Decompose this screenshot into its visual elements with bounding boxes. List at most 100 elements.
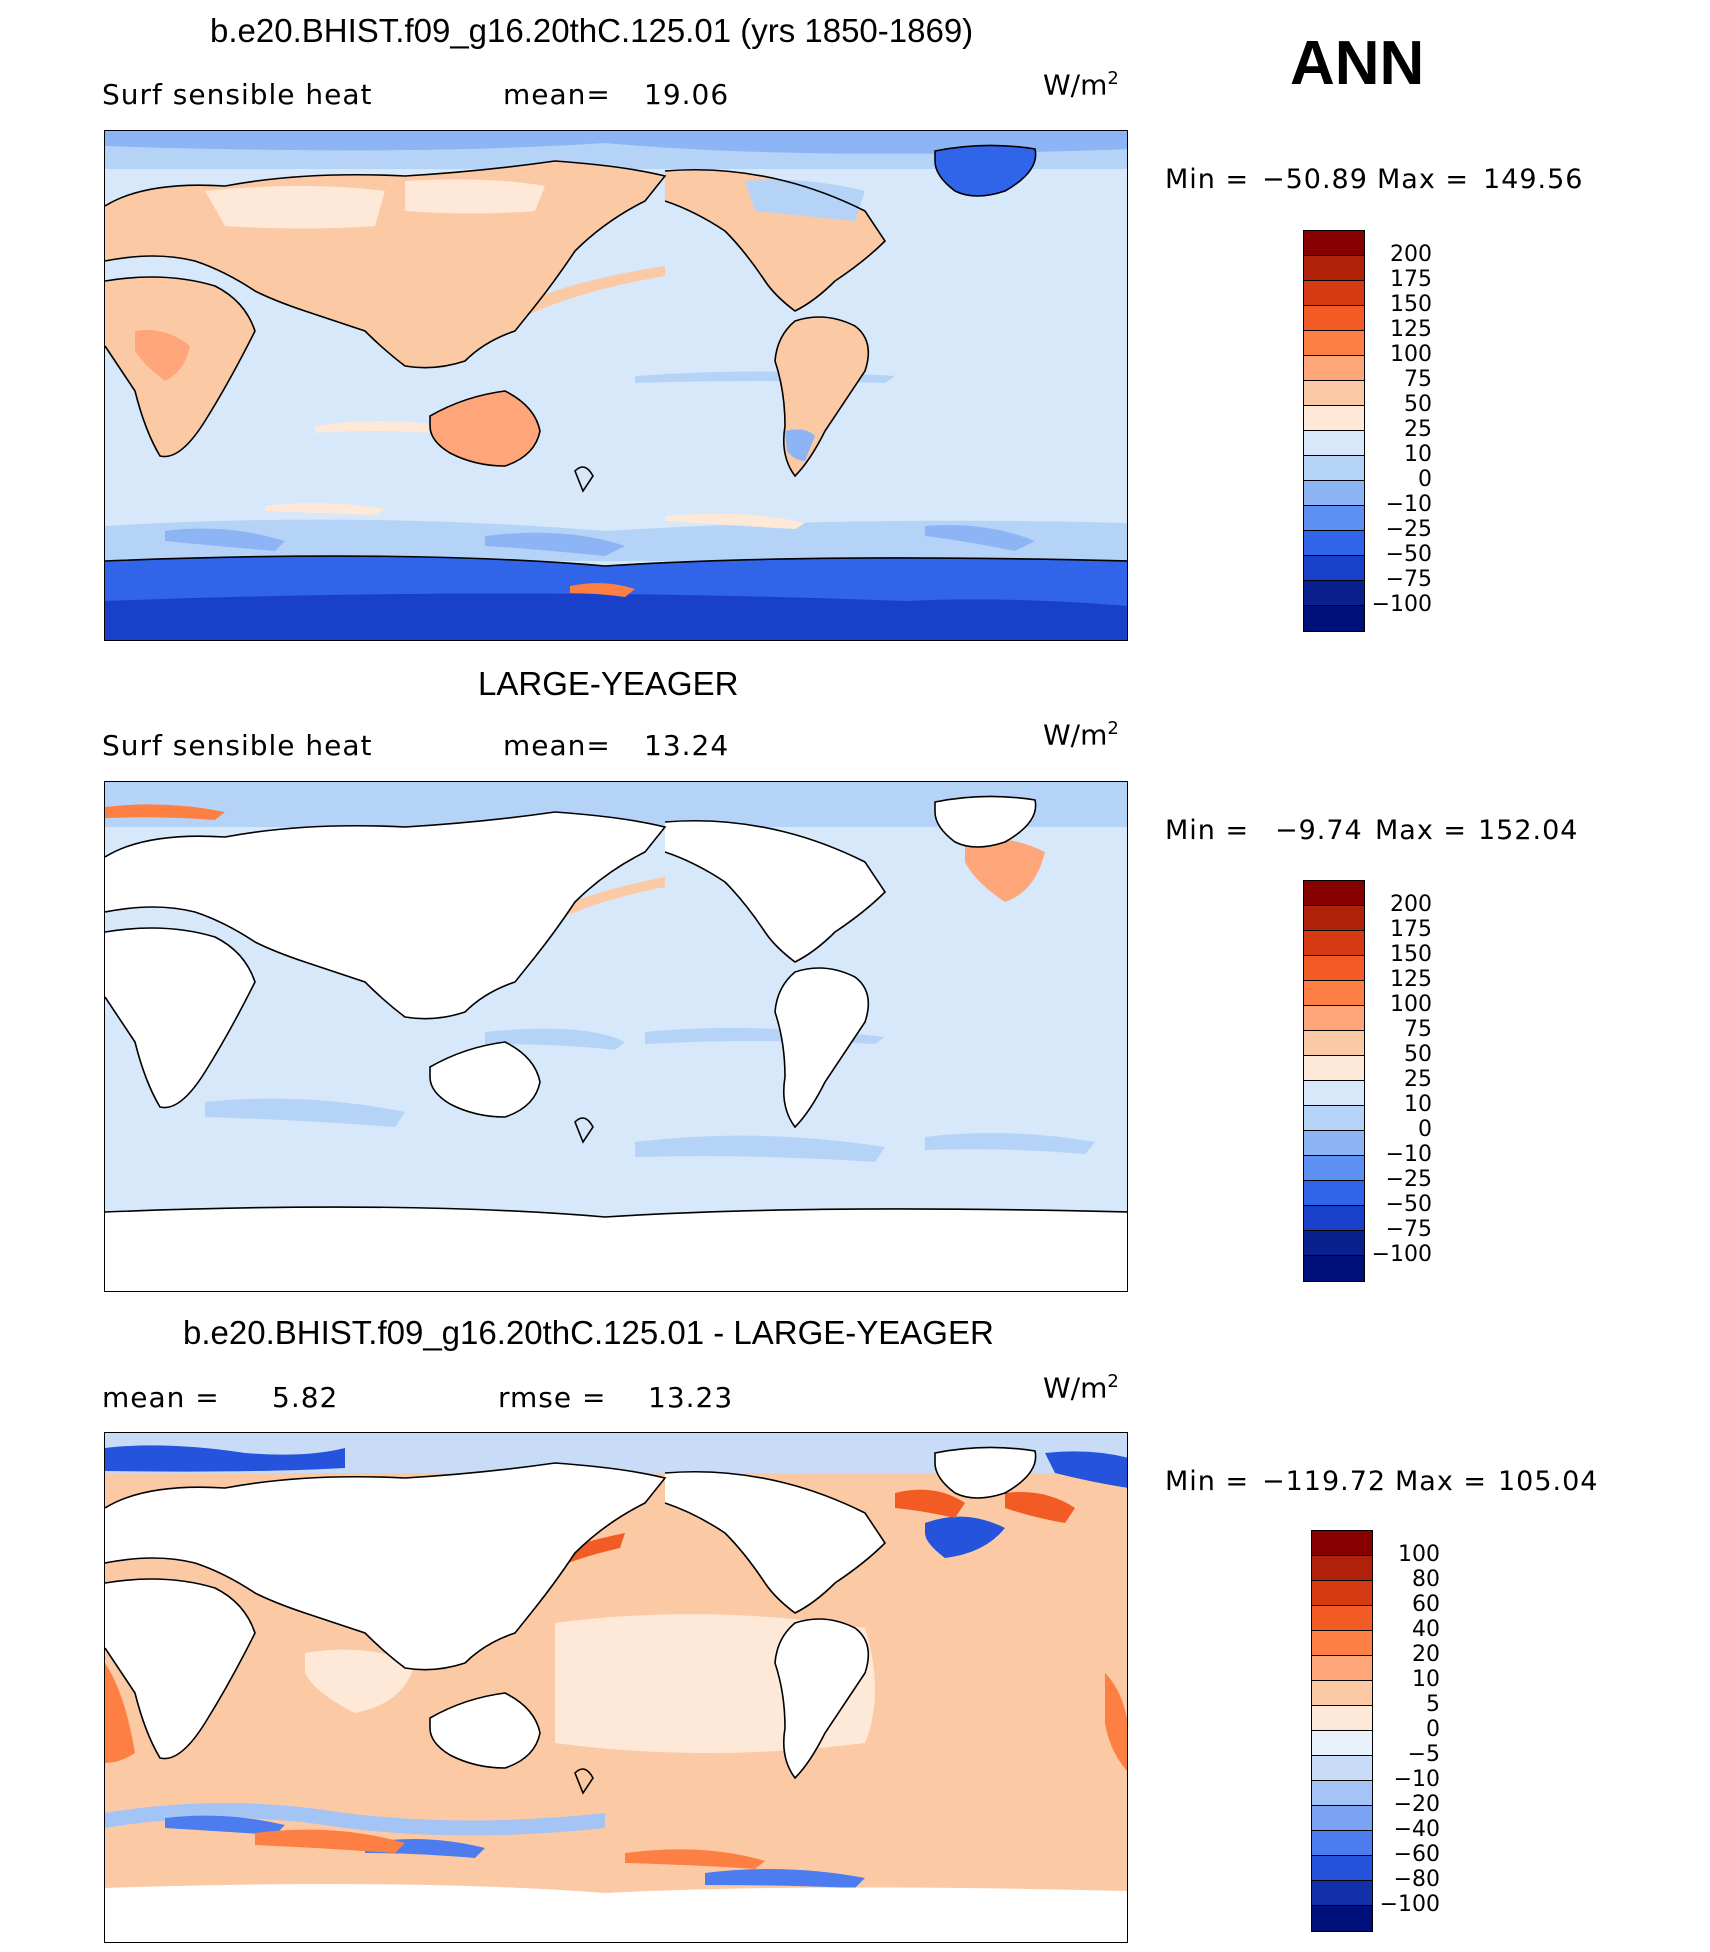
colorbar-tick-label: 150 <box>1390 292 1432 317</box>
panel1-title: b.e20.BHIST.f09_g16.20thC.125.01 (yrs 18… <box>210 12 974 49</box>
colorbar-swatch <box>1312 1731 1372 1756</box>
colorbar-tick-label: −25 <box>1385 517 1432 542</box>
colorbar-tick-label: 25 <box>1404 417 1432 442</box>
colorbar-tick-label: 75 <box>1404 367 1432 392</box>
southern-cool-bands <box>205 1098 1095 1162</box>
colorbar-tick-label: 80 <box>1412 1567 1440 1592</box>
colorbar-swatch <box>1312 1681 1372 1706</box>
colorbar-swatch <box>1304 281 1364 306</box>
indian-ocean-streak <box>315 421 445 433</box>
colorbar-tick-label: 100 <box>1398 1542 1440 1567</box>
panel1-units: W/m2 <box>1043 68 1119 101</box>
colorbar-tick-label: 200 <box>1390 892 1432 917</box>
panel1-max-label: Max = <box>1377 164 1470 195</box>
panel1-min-label: Min = <box>1165 164 1250 195</box>
panel3-units-base: W/m <box>1043 1371 1108 1405</box>
colorbar-swatch <box>1304 256 1364 281</box>
colorbar-tick-label: 20 <box>1412 1642 1440 1667</box>
colorbar-tick-label: 0 <box>1426 1717 1440 1742</box>
colorbar-tick-label: 25 <box>1404 1067 1432 1092</box>
panel1-mean-value: 19.06 <box>644 78 730 111</box>
southern-cool-band <box>105 1803 605 1836</box>
colorbar-tick-label: −50 <box>1385 1192 1432 1217</box>
labrador-cold <box>925 1516 1005 1558</box>
patagonia-cool <box>785 429 815 461</box>
colorbar-tick-label: −10 <box>1393 1767 1440 1792</box>
colorbar-swatch <box>1312 1556 1372 1581</box>
colorbar-swatch <box>1312 1631 1372 1656</box>
colorbar-tick-label: −5 <box>1407 1742 1440 1767</box>
colorbar-tick-label: 40 <box>1412 1617 1440 1642</box>
kuroshio-warm <box>505 266 665 321</box>
panel3-mean-label: mean = <box>102 1381 220 1414</box>
panel2-title: LARGE-YEAGER <box>478 665 739 702</box>
panel2-map-svg <box>105 782 1127 1291</box>
colorbar-swatch <box>1304 231 1364 256</box>
season-label: ANN <box>1290 29 1425 98</box>
colorbar-swatch <box>1312 1531 1372 1556</box>
panel2-min-label: Min = <box>1165 815 1250 846</box>
colorbar-swatch <box>1304 1156 1364 1181</box>
panel1-var-label: Surf sensible heat <box>102 78 373 111</box>
colorbar-tick-label: −25 <box>1385 1167 1432 1192</box>
colorbar-swatch <box>1304 556 1364 581</box>
colorbar-swatch <box>1304 931 1364 956</box>
subtropical-warm-streaks <box>265 503 805 529</box>
colorbar-swatch <box>1304 506 1364 531</box>
panel3-map <box>104 1432 1128 1943</box>
colorbar-tick-label: −40 <box>1393 1817 1440 1842</box>
colorbar-tick-label: −100 <box>1379 1892 1440 1917</box>
colorbar-tick-label: 10 <box>1412 1667 1440 1692</box>
colorbar-tick-label: −100 <box>1371 1242 1432 1267</box>
southern-cold-patches <box>165 1815 865 1888</box>
panel3-title: b.e20.BHIST.f09_g16.20thC.125.01 - LARGE… <box>183 1314 994 1351</box>
southern-ocean-band <box>105 519 1127 561</box>
land-mask <box>105 796 1127 1291</box>
colorbar-tick-label: 5 <box>1426 1692 1440 1717</box>
panel2-max-label: Max = <box>1375 815 1468 846</box>
colorbar-swatch <box>1304 531 1364 556</box>
colorbar-tick-label: 60 <box>1412 1592 1440 1617</box>
panel3-mean-value: 5.82 <box>272 1381 339 1414</box>
colorbar-swatch <box>1304 606 1364 631</box>
colorbar-swatch <box>1304 906 1364 931</box>
colorbar-swatch <box>1312 1831 1372 1856</box>
panel1-units-exp: 2 <box>1107 68 1119 89</box>
colorbar-tick-label: 125 <box>1390 317 1432 342</box>
colorbar-tick-label: 100 <box>1390 342 1432 367</box>
panel1-min-value: −50.89 <box>1262 164 1368 195</box>
colorbar-swatch <box>1304 981 1364 1006</box>
colorbar-swatch <box>1312 1656 1372 1681</box>
southern-ocean-patches <box>165 525 1035 556</box>
colorbar-swatch <box>1304 1006 1364 1031</box>
panel1-colorbar <box>1303 230 1365 632</box>
colorbar-swatch <box>1304 881 1364 906</box>
colorbar-swatch <box>1312 1706 1372 1731</box>
antarctica-core <box>105 593 1127 640</box>
colorbar-tick-label: 0 <box>1418 467 1432 492</box>
gulf-stream-warm <box>965 838 1045 902</box>
colorbar-swatch <box>1304 456 1364 481</box>
colorbar-swatch <box>1304 306 1364 331</box>
colorbar-swatch <box>1304 381 1364 406</box>
panel3-rmse-label: rmse = <box>498 1381 607 1414</box>
southern-warm-patches <box>255 1829 765 1869</box>
colorbar-swatch <box>1312 1606 1372 1631</box>
panel3-map-svg <box>105 1433 1127 1942</box>
canada-arctic-land <box>745 179 865 221</box>
colorbar-swatch <box>1312 1781 1372 1806</box>
colorbar-tick-label: −50 <box>1385 542 1432 567</box>
antarctic-peninsula-warm <box>570 583 635 597</box>
colorbar-tick-label: 175 <box>1390 917 1432 942</box>
colorbar-swatch <box>1304 1206 1364 1231</box>
colorbar-tick-label: −20 <box>1393 1792 1440 1817</box>
colorbar-swatch <box>1304 581 1364 606</box>
barents-cold <box>105 1445 345 1472</box>
barents-warm <box>105 804 225 820</box>
colorbar-swatch <box>1312 1856 1372 1881</box>
panel2-min-value: −9.74 <box>1275 815 1363 846</box>
colorbar-tick-label: −75 <box>1385 567 1432 592</box>
colorbar-tick-label: 0 <box>1418 1117 1432 1142</box>
colorbar-tick-label: −80 <box>1393 1867 1440 1892</box>
colorbar-tick-label: 10 <box>1404 442 1432 467</box>
